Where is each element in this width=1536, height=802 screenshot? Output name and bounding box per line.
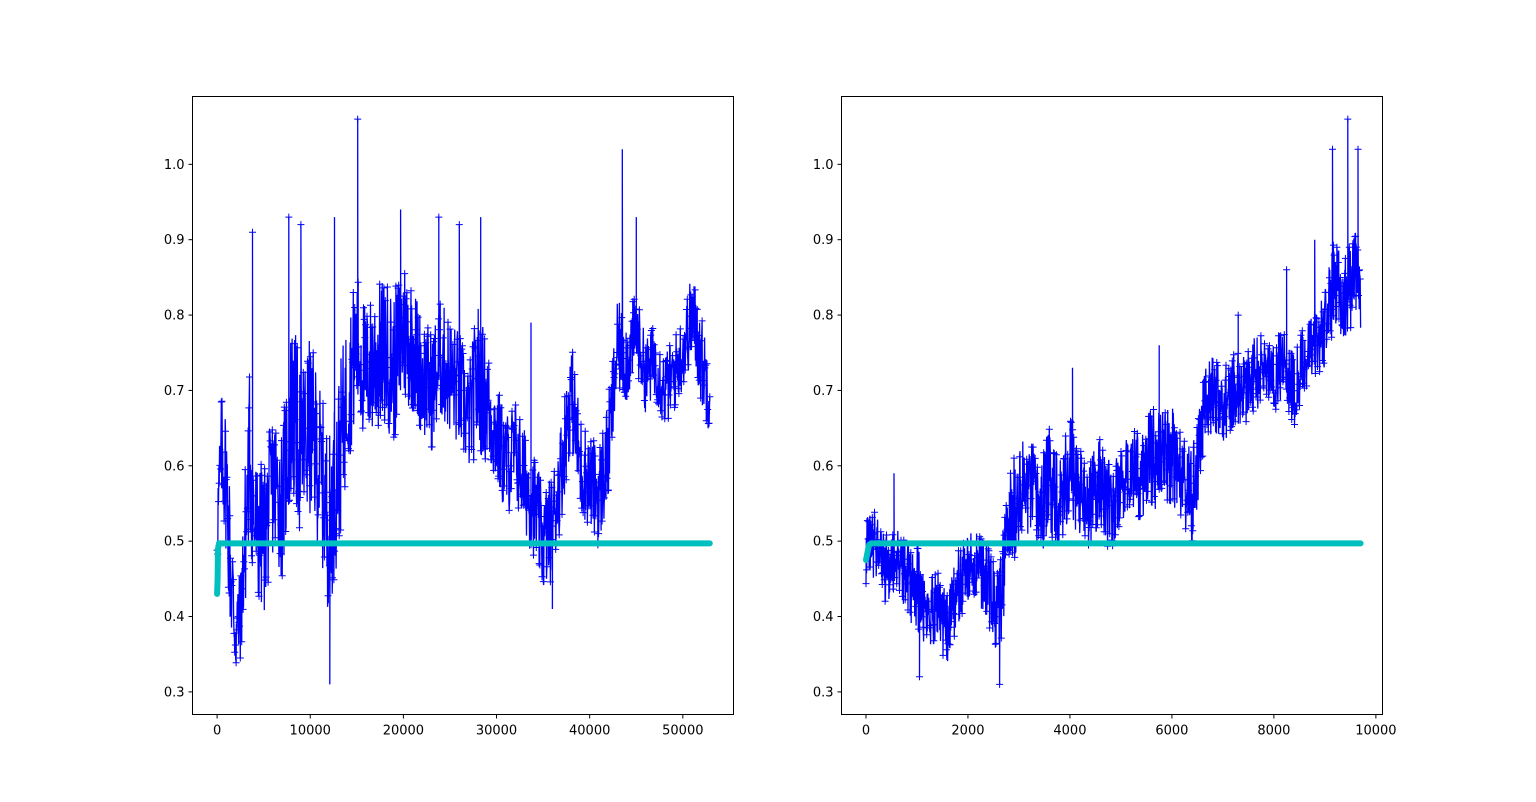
- left-chart-reference-line: [214, 540, 713, 597]
- right-chart-x-axis: 0 2000 4000 6000 8000 10000: [862, 714, 1397, 739]
- right-chart: 0 2000 4000 6000 8000 10000 0.30.40.50.60.70.…: [813, 96, 1397, 739]
- right-chart-y-tick-label: 0.7: [813, 384, 834, 399]
- left-chart-frame: [192, 96, 734, 715]
- right-chart-y-tick-label: 1.0: [813, 158, 834, 173]
- right-chart-x-tick-label: 2000: [951, 724, 984, 739]
- left-chart-x-tick-label: 40000: [569, 724, 610, 739]
- right-chart-x-tick-label: 10000: [1355, 724, 1396, 739]
- right-chart-x-tick-label: 8000: [1257, 724, 1290, 739]
- right-chart-x-tick-label: 6000: [1155, 724, 1188, 739]
- right-chart-y-tick-label: 0.5: [813, 535, 834, 550]
- left-chart: 0 10000 20000 30000 40000 50000 0.30.40.50.60…: [164, 96, 734, 739]
- right-chart-x-tick-label: 0: [862, 724, 870, 739]
- right-chart-y-tick-label: 0.3: [813, 685, 834, 700]
- left-chart-y-tick-label: 0.6: [164, 459, 185, 474]
- left-chart-x-tick-label: 30000: [476, 724, 517, 739]
- left-chart-y-tick-label: 0.5: [164, 535, 185, 550]
- right-chart-frame: [841, 96, 1383, 715]
- left-chart-y-tick-label: 0.4: [164, 610, 185, 625]
- right-chart-x-tick-label: 4000: [1053, 724, 1086, 739]
- left-chart-y-tick-label: 0.8: [164, 309, 185, 324]
- right-chart-series-markers: [862, 115, 1364, 688]
- left-chart-x-tick-label: 0: [213, 724, 221, 739]
- left-chart-y-tick-label: 1.0: [164, 158, 185, 173]
- right-chart-plot-area: [862, 115, 1364, 688]
- right-chart-y-tick-label: 0.8: [813, 309, 834, 324]
- left-chart-x-tick-label: 10000: [290, 724, 331, 739]
- left-chart-y-tick-label: 0.9: [164, 233, 185, 248]
- left-chart-x-tick-label: 50000: [662, 724, 703, 739]
- left-chart-y-tick-label: 0.7: [164, 384, 185, 399]
- left-chart-x-axis: 0 10000 20000 30000 40000 50000: [213, 714, 704, 739]
- right-chart-y-tick-label: 0.4: [813, 610, 834, 625]
- left-chart-x-tick-label: 20000: [383, 724, 424, 739]
- left-chart-y-tick-label: 0.3: [164, 685, 185, 700]
- right-chart-y-axis: 0.3 0.4 0.5 0.6 0.7 0.8 0.9 1.0: [813, 158, 842, 700]
- left-chart-y-axis: 0.3 0.4 0.5 0.6 0.7 0.8 0.9 1.0: [164, 158, 193, 700]
- right-chart-y-tick-label: 0.9: [813, 233, 834, 248]
- right-chart-y-tick-label: 0.6: [813, 459, 834, 474]
- left-chart-plot-area: [213, 115, 714, 685]
- right-chart-reference-line: [863, 540, 1364, 563]
